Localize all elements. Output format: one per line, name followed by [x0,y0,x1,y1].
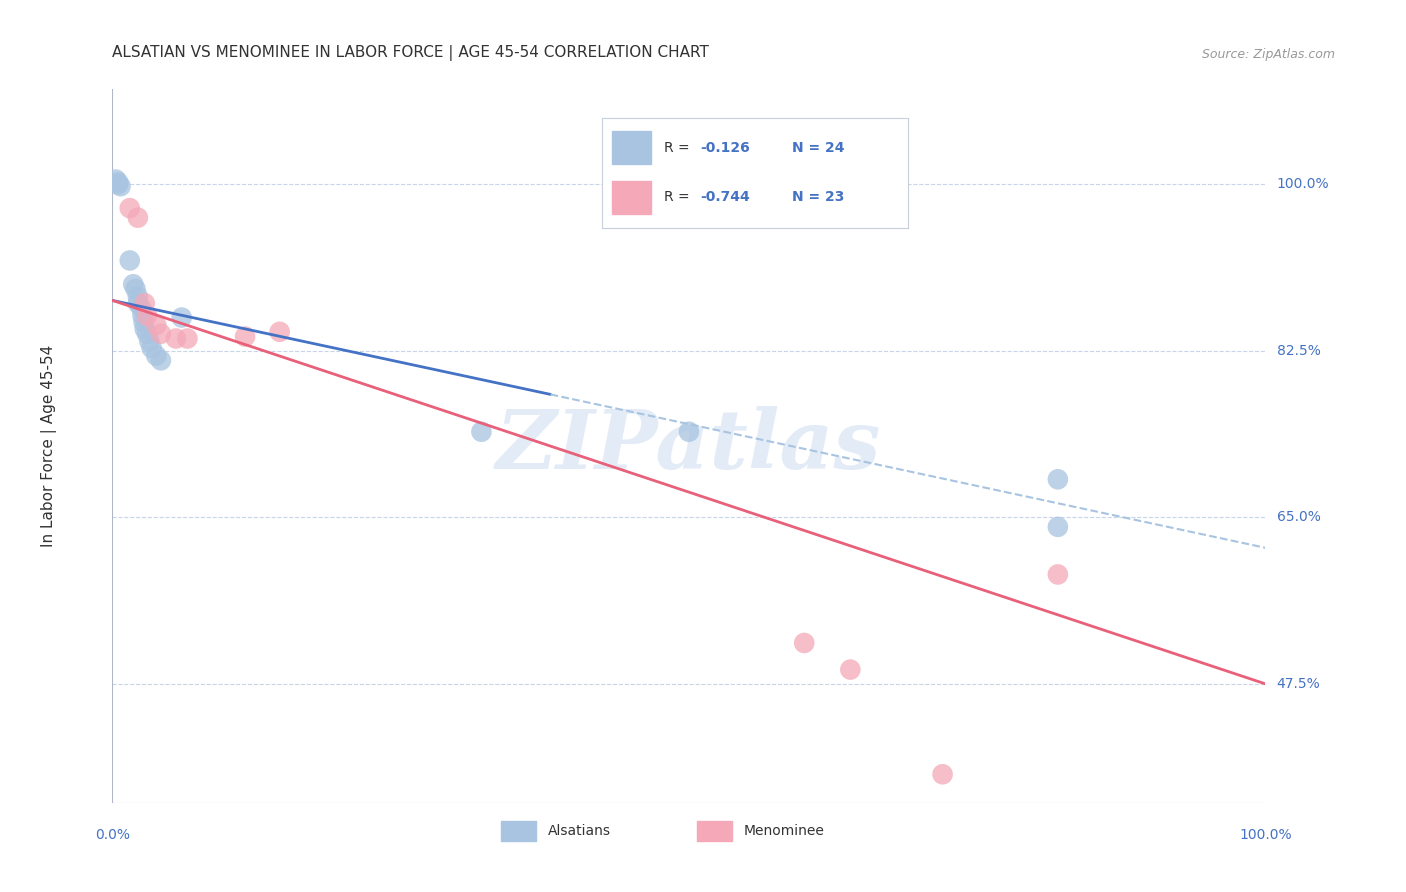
Text: 0.0%: 0.0% [96,828,129,842]
Point [138,334,160,349]
Point [141,341,163,355]
Text: In Labor Force | Age 45-54: In Labor Force | Age 45-54 [41,345,58,547]
Point [136,309,159,323]
Point [104,172,127,186]
Point [678,425,700,439]
Point [131,309,153,323]
Text: ALSATIAN VS MENOMINEE IN LABOR FORCE | AGE 45-54 CORRELATION CHART: ALSATIAN VS MENOMINEE IN LABOR FORCE | A… [112,45,710,61]
Point [127,211,149,225]
Point [136,326,159,341]
Point [165,331,187,345]
Point [127,290,149,304]
Point [129,301,153,315]
Point [149,353,172,368]
Text: 82.5%: 82.5% [1277,343,1320,358]
Point [134,322,156,336]
Point [110,179,132,194]
Point [107,176,129,190]
Point [233,329,256,343]
Point [1046,567,1069,582]
Point [839,663,862,677]
Point [793,636,815,650]
Text: 100.0%: 100.0% [1239,828,1292,842]
Text: 100.0%: 100.0% [1277,178,1329,192]
Point [107,178,129,192]
Text: ZIPatlas: ZIPatlas [496,406,882,486]
Point [132,315,155,329]
Point [145,349,167,363]
Point [149,326,172,341]
Point [145,318,167,333]
Point [269,325,291,339]
Point [1046,472,1069,486]
Point [1046,520,1069,534]
Point [127,296,149,310]
Point [931,767,953,781]
Point [118,253,141,268]
Point [170,310,193,325]
Text: 47.5%: 47.5% [1277,677,1320,691]
Point [118,201,141,215]
Point [176,331,198,345]
Point [122,277,145,292]
Point [470,425,492,439]
Point [134,296,156,310]
Text: Source: ZipAtlas.com: Source: ZipAtlas.com [1202,47,1334,61]
Text: 65.0%: 65.0% [1277,510,1320,524]
Point [124,282,146,296]
